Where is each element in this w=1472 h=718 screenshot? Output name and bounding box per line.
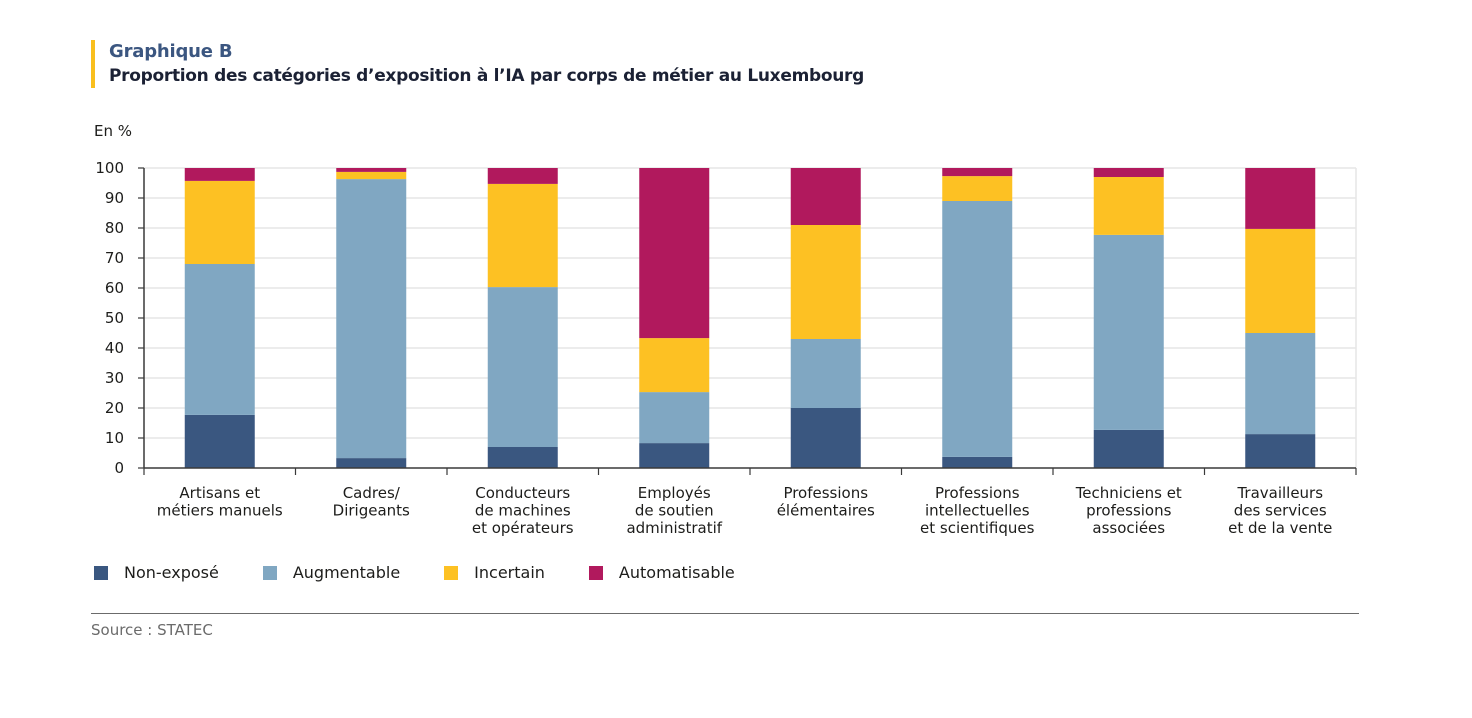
bars [184, 168, 1316, 468]
stacked-bar-chart: 0 10 20 30 40 50 60 70 80 90 100 Artisans et métier… [95, 159, 1357, 537]
x-category-label: Professions élémentaires [777, 484, 875, 520]
y-tick-label: 60 [105, 279, 124, 297]
chart-subtitle: Proportion des catégories d’exposition à… [109, 66, 864, 86]
bar-segment-augmentable [487, 287, 558, 447]
y-tick-label: 50 [105, 309, 124, 327]
bar-segment-non-expos- [639, 443, 710, 468]
y-tick-label: 40 [105, 339, 124, 357]
bar-segment-automatisable [1245, 168, 1316, 229]
bar-segment-automatisable [1093, 168, 1164, 177]
bar-segment-augmentable [1093, 234, 1164, 430]
bar-stack [487, 168, 558, 468]
x-category-label: Cadres/Dirigeants [333, 484, 410, 520]
legend-label: Augmentable [292, 563, 401, 582]
x-category-label: Techniciens et professions associées [1075, 484, 1182, 537]
bar-segment-non-expos- [942, 456, 1013, 468]
legend-label: Non-exposé [124, 563, 219, 582]
bar-segment-incertain [790, 225, 861, 339]
y-axis-unit-label: En % [94, 122, 133, 140]
bar-segment-non-expos- [1093, 429, 1164, 468]
y-tick-label: 20 [105, 399, 124, 417]
legend-item: Automatisable [588, 563, 735, 582]
divider [91, 613, 1359, 614]
legend-label: Automatisable [618, 563, 735, 582]
legend-swatch [444, 565, 459, 580]
bar-segment-automatisable [790, 168, 861, 225]
bar-stack [336, 168, 407, 468]
bar-segment-augmentable [790, 339, 861, 408]
bar-stack [184, 168, 255, 468]
bar-segment-non-expos- [184, 414, 255, 468]
y-tick-label: 70 [105, 249, 124, 267]
bar-segment-incertain [1093, 177, 1164, 235]
bar-segment-augmentable [1245, 333, 1316, 435]
bar-segment-non-expos- [1245, 434, 1316, 468]
axes [138, 167, 1357, 475]
bar-segment-automatisable [487, 168, 558, 184]
x-category-label: Conducteurs de machines et opérateurs [472, 484, 574, 537]
bar-segment-automatisable [336, 168, 407, 172]
bar-segment-augmentable [184, 264, 255, 415]
bar-segment-augmentable [336, 179, 407, 459]
bar-segment-incertain [336, 171, 407, 180]
x-category-label: Travailleurs des services et de la vente [1228, 484, 1332, 537]
legend-item: Augmentable [262, 563, 401, 582]
chart-title: Graphique B [109, 41, 233, 62]
bar-stack [639, 168, 710, 468]
bar-segment-augmentable [942, 201, 1013, 457]
bar-segment-incertain [639, 338, 710, 393]
legend-item: Non-exposé [94, 563, 219, 582]
bar-segment-incertain [942, 176, 1013, 201]
bar-segment-incertain [1245, 228, 1316, 333]
legend-item: Incertain [444, 563, 545, 582]
bar-segment-non-expos- [336, 458, 407, 468]
legend: Non-exposé Augmentable Incertain Automatisa… [94, 563, 779, 582]
bar-segment-augmentable [639, 392, 710, 444]
y-tick-label: 100 [95, 159, 124, 177]
x-category-label: Artisans et métiers manuels [157, 484, 283, 520]
bar-segment-incertain [184, 180, 255, 264]
bar-segment-non-expos- [790, 408, 861, 468]
legend-swatch [588, 565, 603, 580]
y-tick-label: 10 [105, 429, 124, 447]
gridlines [144, 167, 1357, 468]
legend-swatch [94, 565, 108, 580]
bar-segment-automatisable [942, 168, 1013, 177]
source-note: Source : STATEC [91, 621, 213, 639]
bar-stack [942, 168, 1013, 468]
x-category-label: Professions intellectuelles et scientifiqu… [920, 484, 1035, 537]
x-category-label: Employés de soutien administratif [626, 484, 722, 537]
bar-segment-incertain [487, 183, 558, 288]
bar-stack [790, 168, 861, 468]
bar-stack [1093, 168, 1164, 468]
legend-swatch [262, 565, 277, 580]
bar-segment-automatisable [184, 168, 255, 181]
bar-segment-non-expos- [487, 447, 558, 468]
title-block: Graphique B Proportion des catégories d’… [91, 40, 864, 88]
legend-label: Incertain [474, 563, 545, 582]
y-tick-label: 30 [105, 369, 124, 387]
bar-stack [1245, 168, 1316, 468]
y-tick-label: 90 [105, 189, 124, 207]
y-tick-labels: 0 10 20 30 40 50 60 70 80 90 100 [95, 159, 124, 477]
y-tick-label: 0 [114, 459, 124, 477]
x-category-labels: Artisans et métiers manuels Cadres/Dirigea… [157, 484, 1333, 537]
y-tick-label: 80 [105, 219, 124, 237]
bar-segment-automatisable [639, 168, 710, 339]
